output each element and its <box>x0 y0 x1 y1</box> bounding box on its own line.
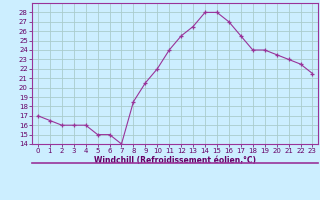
X-axis label: Windchill (Refroidissement éolien,°C): Windchill (Refroidissement éolien,°C) <box>94 156 256 165</box>
